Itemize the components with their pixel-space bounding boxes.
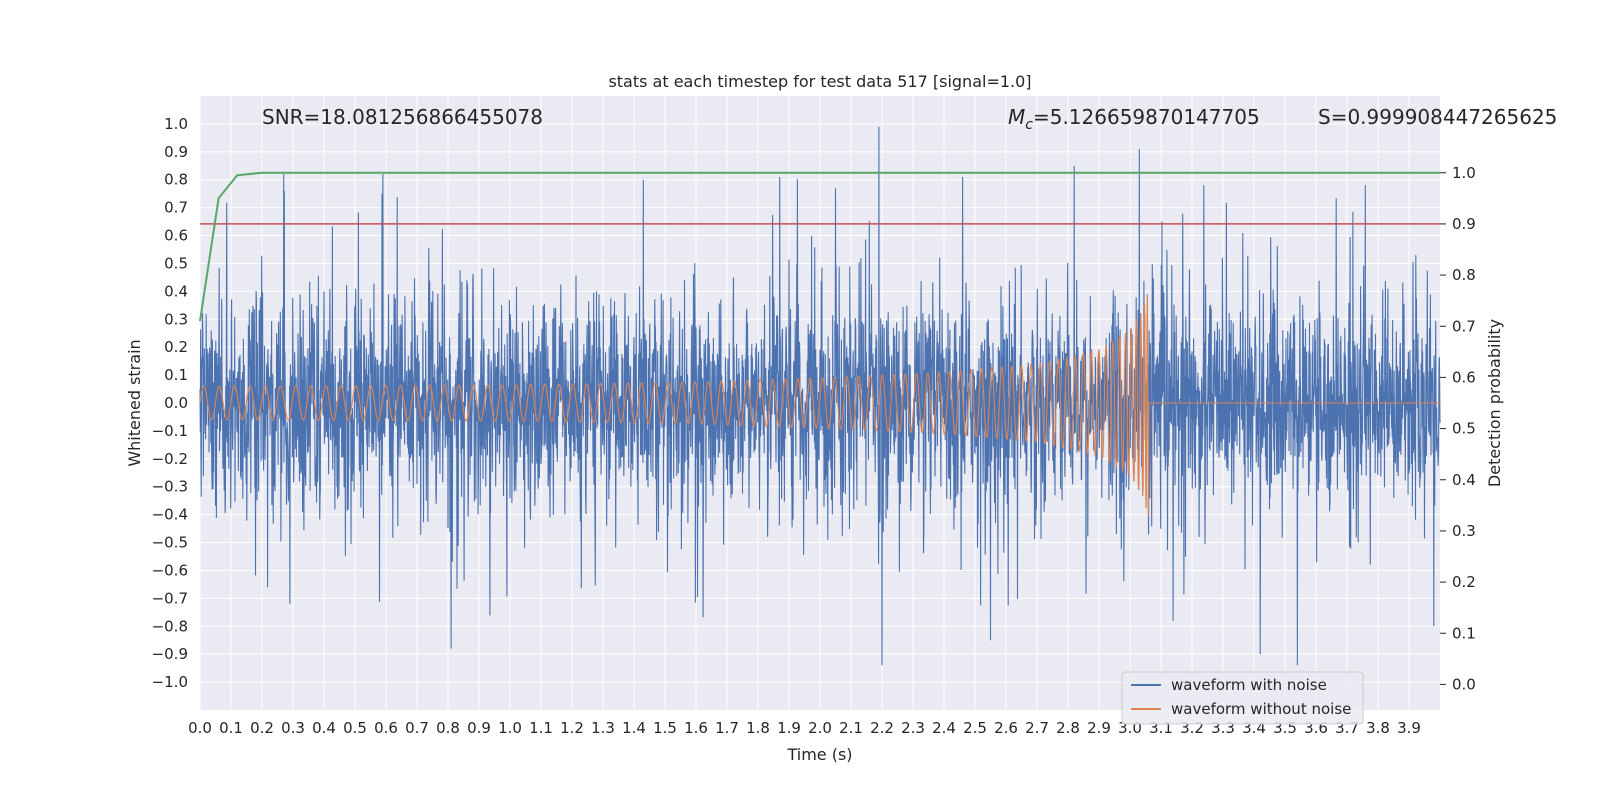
y-tick-label: −0.7 <box>152 589 188 607</box>
detection-probability-line <box>199 171 1440 322</box>
x-tick-label: 0.8 <box>436 719 460 737</box>
y-tick-label: 0.3 <box>164 310 188 328</box>
y2-tick-label: 0.4 <box>1452 471 1476 489</box>
x-axis-label: Time (s) <box>786 745 852 764</box>
x-tick-label: 1.2 <box>560 719 584 737</box>
x-tick-label: 2.1 <box>839 719 863 737</box>
chirp-mass-subscript: c <box>1025 117 1033 133</box>
x-tick-label: 0.7 <box>405 719 429 737</box>
y2-tick-label: 0.6 <box>1452 368 1476 386</box>
y-tick-labels: 1.0 0.9 0.8 0.7 0.6 0.5 0.4 0.3 0.2 0.1 0.0 −0.1 −0.… <box>152 115 188 691</box>
x-tick-label: 2.3 <box>901 719 925 737</box>
y2-tick-label: 0.3 <box>1452 522 1476 540</box>
x-tick-label: 0.6 <box>374 719 398 737</box>
noisy-waveform-line <box>199 126 1441 666</box>
y-tick-label: −0.3 <box>152 478 188 496</box>
x-tick-label: 2.7 <box>1025 719 1049 737</box>
y-tick-label: −0.5 <box>152 534 188 552</box>
y-tick-label: 0.7 <box>164 199 188 217</box>
x-tick-label: 0.1 <box>219 719 243 737</box>
legend-clean-label: waveform without noise <box>1171 700 1351 718</box>
x-tick-label: 2.9 <box>1087 719 1111 737</box>
y-tick-label: 1.0 <box>164 115 188 133</box>
y2-tick-label: 0.1 <box>1452 624 1476 642</box>
y-tick-label: 0.9 <box>164 143 188 161</box>
y-tick-label: −0.8 <box>152 617 188 635</box>
legend-noisy-label: waveform with noise <box>1171 676 1327 694</box>
x-tick-label: 2.8 <box>1056 719 1080 737</box>
series-layer <box>199 126 1441 666</box>
x-tick-label: 2.4 <box>932 719 956 737</box>
clean-waveform-line <box>199 293 1440 517</box>
y-axis-label: Whitened strain <box>125 339 144 466</box>
x-tick-label: 1.5 <box>653 719 677 737</box>
x-tick-label: 0.3 <box>281 719 305 737</box>
y2-tick-labels: 1.0 0.9 0.8 0.7 0.6 0.5 0.4 0.3 0.2 0.1 0.0 <box>1440 164 1476 693</box>
y-tick-label: 0.4 <box>164 282 188 300</box>
x-tick-label: 2.5 <box>963 719 987 737</box>
y2-tick-label: 0.0 <box>1452 675 1476 693</box>
y2-tick-label: 0.5 <box>1452 420 1476 438</box>
x-tick-label: 0.5 <box>343 719 367 737</box>
x-tick-label: 1.1 <box>529 719 553 737</box>
x-tick-label: 1.8 <box>746 719 770 737</box>
x-tick-label: 1.9 <box>777 719 801 737</box>
y2-tick-label: 0.7 <box>1452 317 1476 335</box>
x-tick-label: 0.2 <box>250 719 274 737</box>
y-tick-label: −0.1 <box>152 422 188 440</box>
x-tick-label: 0.0 <box>188 719 212 737</box>
y-tick-label: 0.8 <box>164 171 188 189</box>
x-tick-label: 1.4 <box>622 719 646 737</box>
chirp-mass-annotation: Mc=5.126659870147705 <box>1008 105 1260 133</box>
y-tick-label: 0.5 <box>164 254 188 272</box>
y-tick-label: −0.9 <box>152 645 188 663</box>
x-tick-label: 2.6 <box>994 719 1018 737</box>
chart-title: stats at each timestep for test data 517… <box>608 72 1031 91</box>
x-tick-label: 2.0 <box>808 719 832 737</box>
legend: waveform with noise waveform without noi… <box>1121 671 1364 725</box>
y-tick-label: −1.0 <box>152 673 188 691</box>
y-tick-label: 0.2 <box>164 338 188 356</box>
y2-tick-label: 0.2 <box>1452 573 1476 591</box>
x-tick-label: 1.6 <box>684 719 708 737</box>
chirp-mass-value: =5.126659870147705 <box>1033 105 1260 129</box>
y-tick-label: −0.2 <box>152 450 188 468</box>
y2-tick-label: 0.8 <box>1452 266 1476 284</box>
snr-annotation: SNR=18.081256866455078 <box>262 105 543 129</box>
legend-box <box>1121 671 1364 725</box>
chirp-mass-symbol: M <box>1008 105 1025 129</box>
y-tick-label: 0.6 <box>164 227 188 245</box>
significance-annotation: S=0.999908447265625 <box>1318 105 1557 129</box>
x-tick-label: 1.0 <box>498 719 522 737</box>
x-tick-label: 0.4 <box>312 719 336 737</box>
x-tick-label: 3.8 <box>1366 719 1390 737</box>
x-tick-label: 0.9 <box>467 719 491 737</box>
y-tick-label: 0.0 <box>164 394 188 412</box>
y2-tick-label: 1.0 <box>1452 164 1476 182</box>
x-tick-label: 1.7 <box>715 719 739 737</box>
y-tick-label: 0.1 <box>164 366 188 384</box>
x-tick-label: 2.2 <box>870 719 894 737</box>
x-tick-label: 1.3 <box>591 719 615 737</box>
y-tick-label: −0.4 <box>152 506 188 524</box>
y2-axis-label: Detection probability <box>1485 319 1504 487</box>
x-tick-label: 3.9 <box>1397 719 1421 737</box>
y2-tick-label: 0.9 <box>1452 215 1476 233</box>
y-tick-label: −0.6 <box>152 561 188 579</box>
